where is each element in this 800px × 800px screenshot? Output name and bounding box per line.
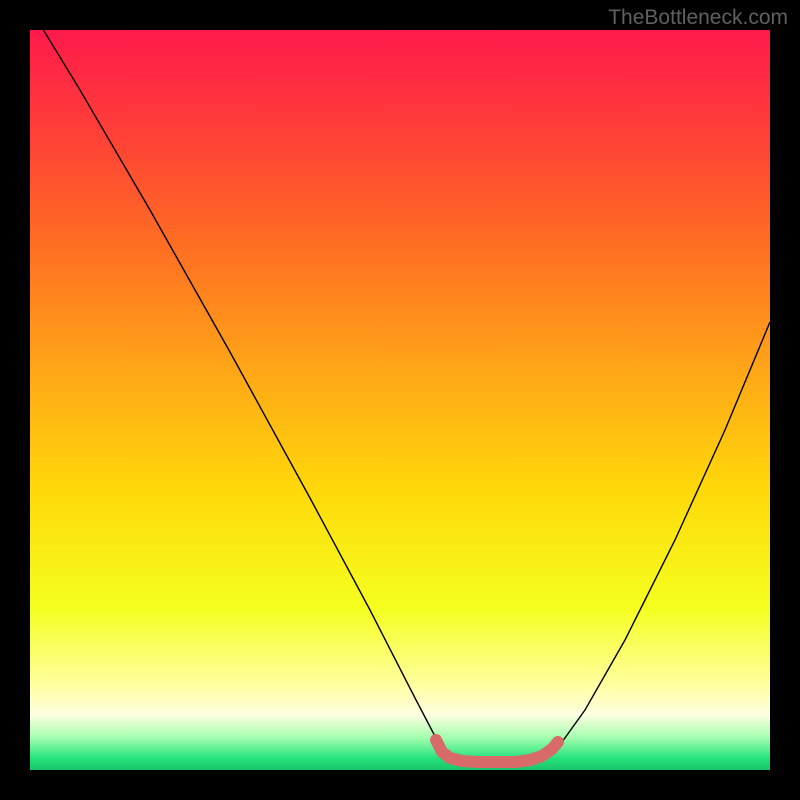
chart-container: TheBottleneck.com [0,0,800,800]
plot-area-gradient [30,30,770,770]
chart-svg [0,0,800,800]
watermark-text: TheBottleneck.com [608,6,788,30]
